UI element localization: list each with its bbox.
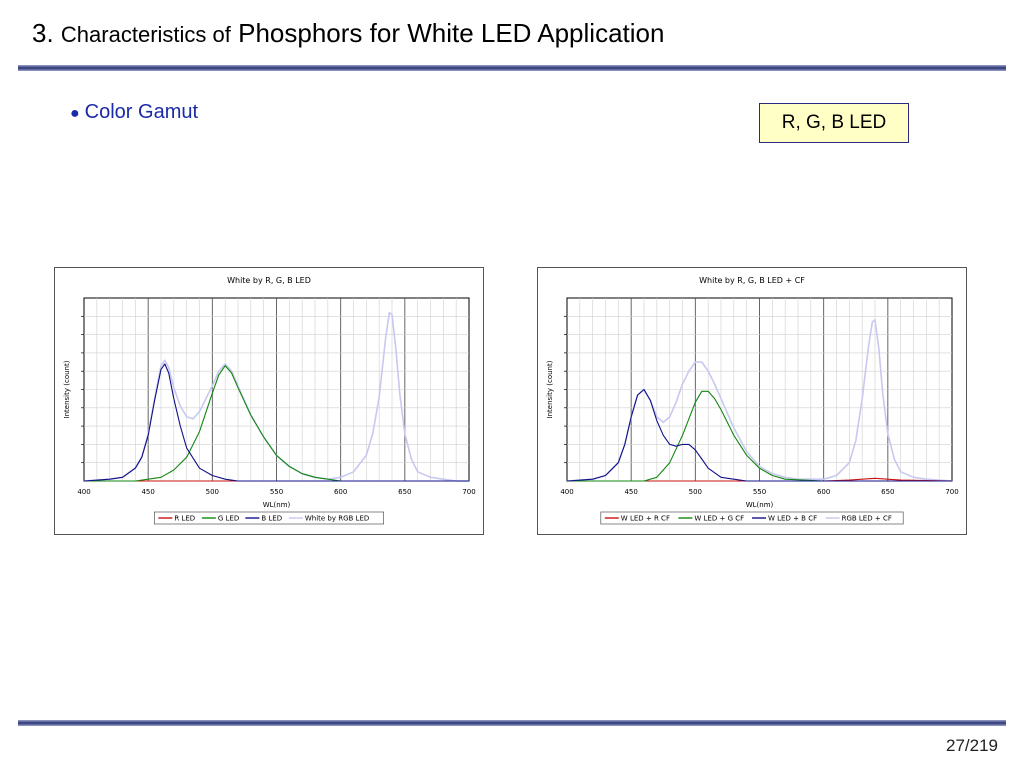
series-line-w-led-r-cf xyxy=(567,477,953,482)
chart-svg: White by R, G, B LED + CF 400 450 500 550 600… xyxy=(546,276,959,525)
bullet-dot-icon: ● xyxy=(70,105,80,122)
x-tick-label: 400 xyxy=(560,488,573,496)
legend-label: R LED xyxy=(174,515,195,523)
slide-title: 3. Characteristics of Phosphors for Whit… xyxy=(32,18,664,49)
top-divider xyxy=(18,65,1006,71)
legend-label: W LED + G CF xyxy=(694,515,744,523)
legend-label: RGB LED + CF xyxy=(842,515,892,523)
x-tick-label: 400 xyxy=(77,488,90,496)
legend-label: White by RGB LED xyxy=(305,515,369,523)
slide-title-main: Phosphors for White LED Application xyxy=(238,18,665,48)
slide-title-prefix: Characteristics of xyxy=(60,22,231,47)
x-axis-label: WL(nm) xyxy=(746,501,774,509)
chart-legend: R LED G LED B LED White by RGB LED xyxy=(153,511,385,525)
series-line-w-led-g-cf xyxy=(567,390,952,482)
x-tick-label: 600 xyxy=(817,488,830,496)
series-line-g-led xyxy=(84,365,469,482)
bullet-item: ● Color Gamut xyxy=(70,101,198,124)
grid-lines xyxy=(81,298,469,481)
x-tick-label: 700 xyxy=(945,488,958,496)
legend-box xyxy=(153,511,385,525)
x-tick-label: 550 xyxy=(753,488,766,496)
x-tick-label: 650 xyxy=(881,488,894,496)
x-tick-label: 700 xyxy=(462,488,475,496)
page-number: 27/219 xyxy=(946,736,998,755)
chart-title: White by R, G, B LED + CF xyxy=(699,276,805,285)
legend-label: B LED xyxy=(261,515,282,523)
y-axis-label: Intensity (count) xyxy=(63,360,71,418)
legend-label: W LED + R CF xyxy=(621,515,670,523)
slide-title-number: 3. xyxy=(32,18,54,48)
bullet-text: Color Gamut xyxy=(84,101,199,123)
x-tick-label: 550 xyxy=(270,488,283,496)
series-line-w-led-b-cf xyxy=(566,388,952,482)
x-tick-label: 450 xyxy=(141,488,154,496)
x-axis-label: WL(nm) xyxy=(263,501,291,509)
x-tick-label: 450 xyxy=(624,488,637,496)
chart-svg: White by R, G, B LED 400 450 500 550 600 650 70… xyxy=(63,276,476,525)
grid-lines xyxy=(564,298,952,481)
x-tick-label: 500 xyxy=(689,488,702,496)
legend-label: W LED + B CF xyxy=(768,515,817,523)
rgb-led-tag: R, G, B LED xyxy=(759,103,909,143)
x-tick-label: 500 xyxy=(206,488,219,496)
series-line-b-led xyxy=(83,363,469,482)
y-axis-label: Intensity (count) xyxy=(546,360,554,418)
chart-rgb-led: White by R, G, B LED 400 450 500 550 600 650 70… xyxy=(54,267,484,535)
bottom-divider xyxy=(18,720,1006,726)
chart-title: White by R, G, B LED xyxy=(227,276,311,285)
x-tick-label: 650 xyxy=(398,488,411,496)
legend-label: G LED xyxy=(218,515,239,523)
chart-legend: W LED + R CF W LED + G CF W LED + B CF RGB … xyxy=(600,511,904,525)
chart-rgb-led-cf: White by R, G, B LED + CF 400 450 500 550 600… xyxy=(537,267,967,535)
x-tick-label: 600 xyxy=(334,488,347,496)
